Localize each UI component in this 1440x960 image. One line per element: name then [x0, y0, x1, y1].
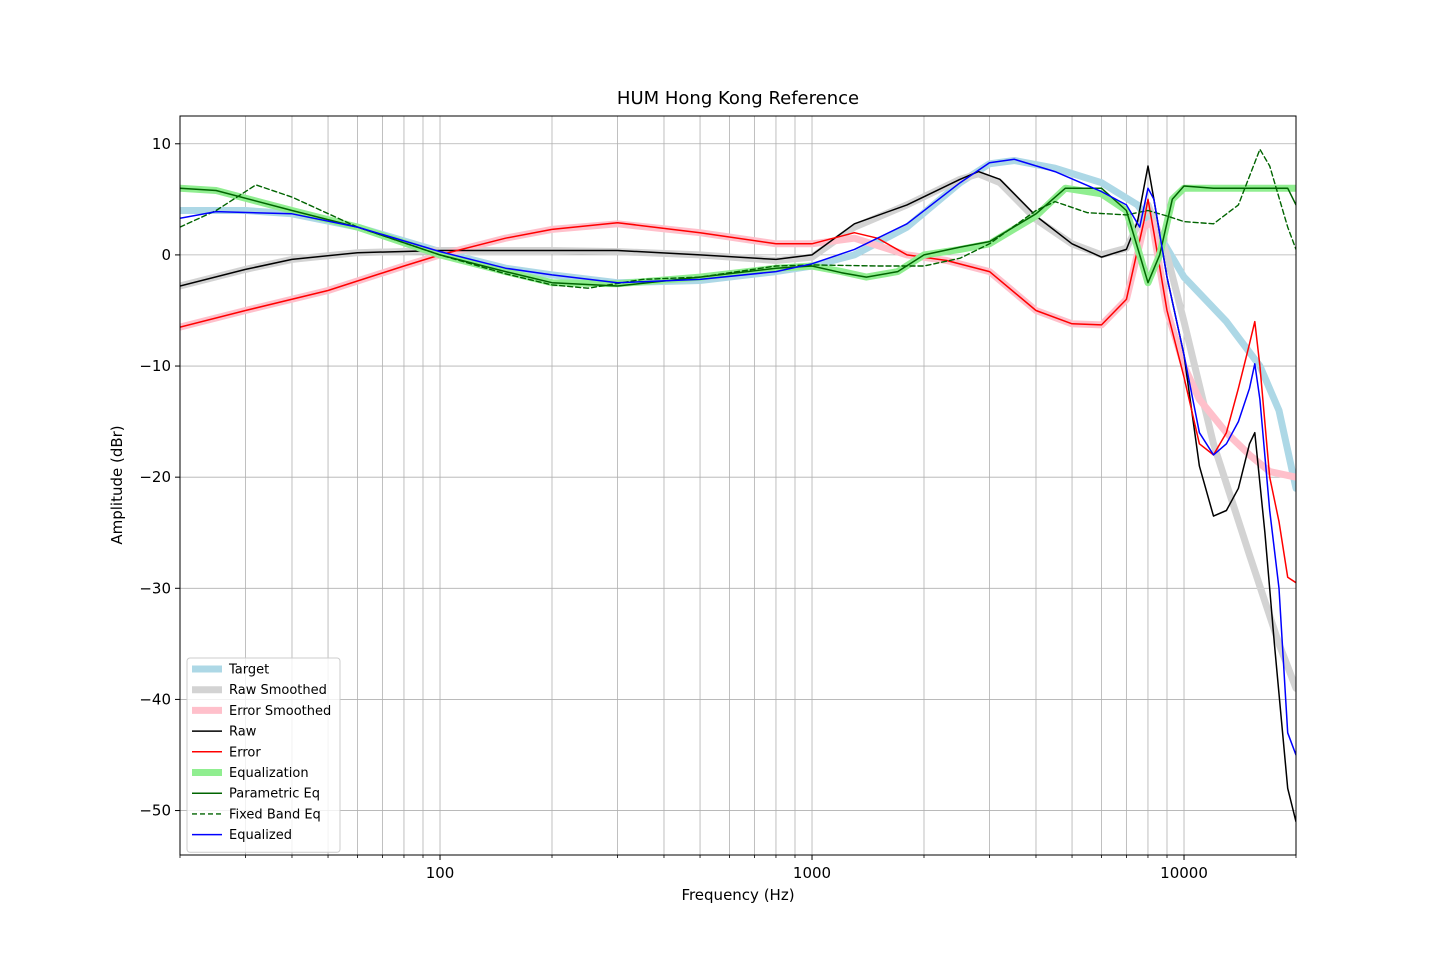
- series-line-error: [180, 198, 1296, 584]
- y-tick-label: 10: [152, 135, 171, 153]
- legend-label: Error: [229, 745, 261, 760]
- series-line-fixed-band-eq: [180, 148, 1296, 289]
- y-tick-label: −30: [139, 579, 171, 597]
- x-tick-label: 1000: [793, 864, 831, 882]
- x-tick-label: 100: [426, 864, 455, 882]
- series-layer: [180, 148, 1296, 823]
- y-axis-label: Amplitude (dBr): [108, 425, 126, 544]
- x-axis-label: Frequency (Hz): [681, 886, 794, 904]
- legend-label: Equalization: [229, 766, 309, 781]
- legend-box: [186, 657, 341, 853]
- y-tick-label: −10: [139, 357, 171, 375]
- legend: Target Raw Smoothed Error Smoothed Raw Error…: [186, 657, 341, 853]
- y-tick-label: 0: [161, 246, 171, 264]
- y-tick-label: −50: [139, 802, 171, 820]
- y-tick-label: −40: [139, 690, 171, 708]
- legend-label: Raw Smoothed: [229, 683, 327, 698]
- legend-label: Parametric Eq: [229, 787, 320, 802]
- series-line-raw: [180, 165, 1296, 823]
- x-tick-label: 10000: [1160, 864, 1208, 882]
- grid: [179, 116, 1297, 855]
- y-tick-label: −20: [139, 468, 171, 486]
- legend-label: Error Smoothed: [229, 704, 331, 719]
- series-line-parametric-eq: [180, 185, 1296, 287]
- legend-label: Equalized: [229, 828, 292, 843]
- chart-title: HUM Hong Kong Reference: [617, 88, 859, 109]
- legend-label: Target: [228, 663, 269, 678]
- legend-label: Raw: [229, 725, 257, 740]
- legend-label: Fixed Band Eq: [229, 807, 321, 822]
- series-line-equalized: [180, 158, 1296, 756]
- plot-frame: [179, 115, 1297, 856]
